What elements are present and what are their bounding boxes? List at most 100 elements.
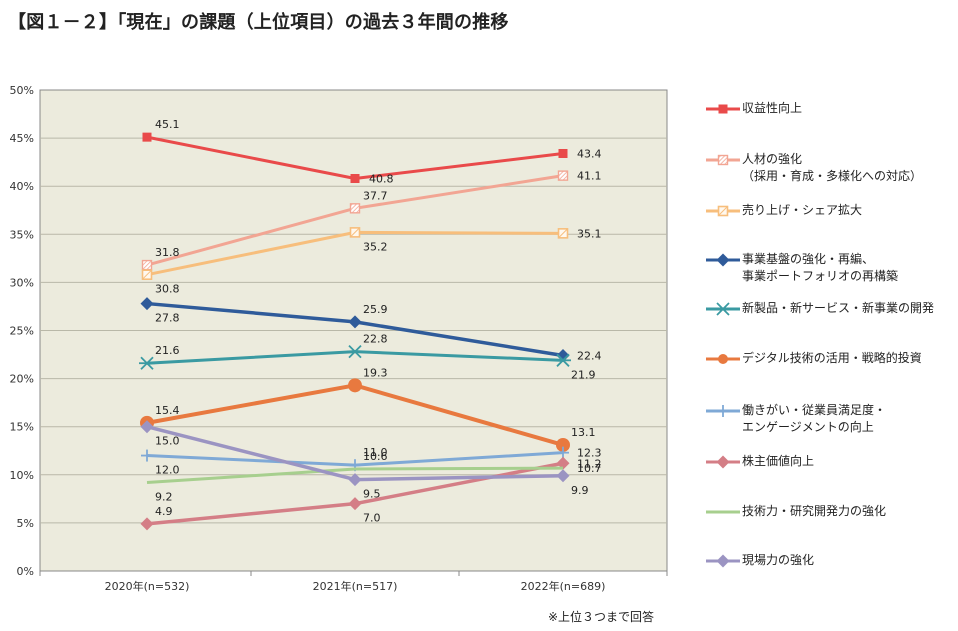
series-4: 27.8 25.9 22.4 (140, 297, 602, 363)
data-point (348, 497, 362, 511)
legend-label-line: エンゲージメントの向上 (742, 420, 874, 434)
legend-item: 収益性向上 (678, 100, 802, 118)
legend-label: 事業基盤の強化・再編、事業ポートフォリオの再構築 (742, 251, 898, 285)
legend-label: 売り上げ・シェア拡大 (742, 202, 862, 219)
data-label: 45.1 (155, 118, 180, 131)
data-point (141, 449, 153, 462)
legend-label-line: 事業ポートフォリオの再構築 (742, 269, 899, 283)
series-3: 30.8 35.2 35.1 (141, 227, 602, 296)
legend-label-line: 株主価値向上 (742, 454, 815, 468)
data-point (555, 353, 571, 367)
data-point (349, 203, 361, 214)
y-tick-label: 10% (10, 469, 34, 482)
legend-marker (716, 554, 730, 568)
series-7: 12.0 11.0 12.3 (141, 446, 602, 477)
data-label: 30.8 (155, 283, 180, 296)
data-point (348, 315, 362, 329)
legend-label-line: デジタル技術の活用・戦略的投資 (742, 351, 922, 365)
y-tick-label: 20% (10, 373, 34, 386)
legend-label-line: （採用・育成・多様化への対応） (742, 169, 923, 183)
data-label: 19.3 (363, 366, 388, 379)
data-label: 10.6 (363, 450, 388, 463)
data-label: 13.1 (571, 426, 596, 439)
legend-item: 株主価値向上 (678, 453, 814, 471)
chart-legend: 収益性向上 人材の強化 （採用・育成・多様化への対応） 売り上げ・シェア拡大 事業基盤の… (678, 0, 958, 631)
y-tick-label: 0% (17, 565, 34, 578)
data-label: 4.9 (155, 505, 173, 518)
y-tick-label: 15% (10, 421, 34, 434)
legend-marker (717, 205, 729, 217)
legend-marker (718, 104, 728, 114)
series-10: 15.0 9.5 9.9 (140, 420, 589, 501)
data-point (556, 437, 570, 452)
data-label: 43.4 (577, 147, 602, 160)
footnote: ※上位３つまで回答 (548, 610, 655, 624)
data-point (350, 174, 360, 184)
legend-item: 人材の強化 （採用・育成・多様化への対応） (678, 151, 922, 185)
legend-item: デジタル技術の活用・戦略的投資 (678, 350, 922, 368)
legend-marker (716, 253, 730, 267)
data-point (141, 269, 153, 281)
legend-label: 働きがい・従業員満足度・ エンゲージメントの向上 (742, 402, 886, 436)
legend-item: 新製品・新サービス・新事業の開発 (678, 300, 934, 318)
legend-swatch (706, 510, 740, 514)
legend-label: デジタル技術の活用・戦略的投資 (742, 350, 922, 367)
series-2: 31.8 37.7 41.1 (141, 170, 602, 271)
legend-label: 人材の強化 （採用・育成・多様化への対応） (742, 151, 922, 185)
data-label: 9.2 (155, 490, 173, 503)
legend-label-line: 人材の強化 (742, 152, 803, 166)
data-label: 12.0 (155, 464, 180, 477)
legend-label: 新製品・新サービス・新事業の開発 (742, 300, 934, 317)
data-label: 15.4 (155, 404, 180, 417)
legend-swatch (706, 154, 740, 166)
data-label: 22.4 (577, 350, 602, 363)
data-label: 40.8 (369, 173, 394, 186)
data-label: 35.2 (363, 240, 388, 253)
series-line (146, 466, 564, 484)
data-label: 22.8 (363, 333, 388, 346)
legend-swatch (706, 205, 740, 217)
series-5: 21.6 22.8 21.9 (139, 333, 596, 381)
x-tick-label: 2022年(n=689) (521, 579, 606, 593)
legend-item: 事業基盤の強化・再編、事業ポートフォリオの再構築 (678, 251, 898, 285)
data-label: 41.1 (577, 170, 602, 183)
y-tick-label: 5% (17, 517, 34, 530)
legend-label-line: 働きがい・従業員満足度・ (742, 403, 887, 417)
data-point (140, 420, 154, 434)
y-tick-label: 50% (10, 84, 34, 97)
data-label: 21.9 (571, 368, 596, 381)
data-label: 15.0 (155, 435, 180, 448)
legend-item: 売り上げ・シェア拡大 (678, 202, 862, 220)
data-label: 27.8 (155, 312, 180, 325)
y-tick-label: 25% (10, 325, 34, 338)
data-point (139, 356, 155, 370)
data-point (348, 473, 362, 487)
y-tick-label: 40% (10, 180, 34, 193)
legend-label-line: 現場力の強化 (742, 553, 815, 567)
legend-marker (716, 455, 730, 469)
x-tick-label: 2021年(n=517) (313, 579, 398, 593)
data-label: 35.1 (577, 227, 602, 240)
legend-swatch (706, 554, 740, 568)
legend-label-line: 事業基盤の強化・再編、 (742, 252, 875, 266)
y-tick-label: 35% (10, 228, 34, 241)
legend-swatch (706, 354, 740, 364)
legend-label: 技術力・研究開発力の強化 (742, 503, 886, 520)
series-1: 45.1 40.8 43.4 (142, 118, 602, 186)
data-label: 10.7 (577, 462, 602, 475)
legend-label-line: 技術力・研究開発力の強化 (742, 504, 887, 518)
data-point (557, 446, 569, 459)
legend-swatch (706, 455, 740, 469)
data-point (348, 378, 362, 393)
legend-item: 働きがい・従業員満足度・ エンゲージメントの向上 (678, 402, 886, 436)
data-point (347, 345, 363, 359)
data-point (557, 228, 569, 239)
legend-swatch (706, 302, 740, 316)
legend-marker (715, 302, 731, 316)
data-point (558, 148, 568, 158)
data-point (349, 227, 361, 238)
data-point (142, 132, 152, 142)
data-point (556, 456, 570, 470)
data-label: 31.8 (155, 246, 180, 259)
data-label: 21.6 (155, 344, 180, 357)
